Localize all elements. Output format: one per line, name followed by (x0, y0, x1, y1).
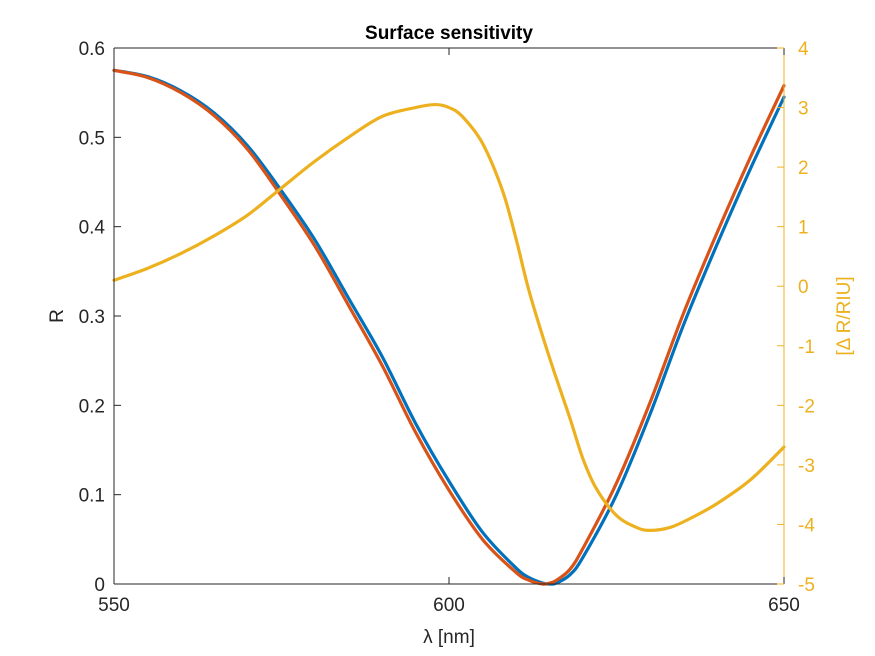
y-left-tick-label: 0.4 (79, 218, 106, 239)
y-right-tick-label: -1 (798, 337, 815, 358)
y-axis-left-label: R (47, 309, 68, 323)
y-right-tick-label: 1 (798, 218, 809, 239)
series-layer (112, 68, 786, 586)
x-axis-label: λ [nm] (423, 627, 475, 648)
y-right-tick-label: -2 (798, 396, 815, 417)
y-right-tick-label: 4 (798, 39, 809, 60)
x-tick-label: 650 (768, 595, 800, 616)
y-right-tick-label: 3 (798, 99, 809, 120)
y-left-tick-label: 0 (94, 575, 105, 596)
series-line-2 (112, 68, 786, 586)
y-left-tick-label: 0.1 (79, 486, 105, 507)
series-line-3 (112, 102, 786, 532)
series-line-1 (112, 68, 786, 586)
y-right-tick-label: -3 (798, 456, 815, 477)
y-axis-right-label: [Δ R/RIU] (834, 276, 855, 355)
y-right-tick-label: -5 (798, 575, 815, 596)
y-right-tick-label: -4 (798, 515, 815, 536)
y-left-tick-label: 0.2 (79, 396, 105, 417)
y-right-tick-label: 2 (798, 158, 809, 179)
x-tick-label: 550 (98, 595, 130, 616)
ticks-layer: 550 600 650 0 0.1 0.2 0.3 0.4 0.5 0.6 -5 -4 -3 -2 -1 0 1… (79, 39, 816, 616)
plot-area (114, 48, 784, 584)
y-left-tick-label: 0.5 (79, 128, 105, 149)
y-left-tick-label: 0.3 (79, 307, 105, 328)
y-left-tick-label: 0.6 (79, 39, 105, 60)
x-tick-label: 600 (433, 595, 465, 616)
chart-title: Surface sensitivity (365, 23, 533, 44)
y-right-tick-label: 0 (798, 277, 809, 298)
